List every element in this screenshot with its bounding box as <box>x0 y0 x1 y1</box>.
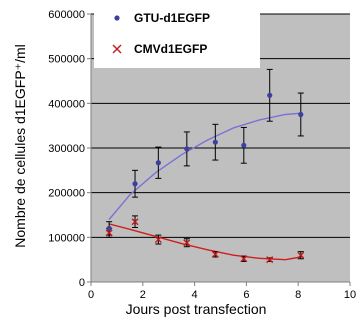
y-tick-label: 0 <box>79 277 85 289</box>
y-tick-label: 100000 <box>48 232 85 244</box>
y-axis-title: Nombre de cellules d1EGFP⁺/ml <box>12 44 28 247</box>
data-point <box>267 92 273 98</box>
data-point-stroke <box>240 255 248 263</box>
y-tick-label: 600000 <box>48 9 85 21</box>
data-point <box>297 251 305 259</box>
x-axis-title: Jours post transfection <box>126 301 267 317</box>
data-point <box>106 225 112 231</box>
data-point <box>155 160 161 166</box>
data-points <box>105 92 305 264</box>
y-tick-label: 500000 <box>48 54 85 66</box>
legend-marker-cmv <box>112 44 122 54</box>
data-point-stroke <box>131 218 139 226</box>
data-point <box>183 239 191 247</box>
legend-box <box>94 4 260 68</box>
data-point-stroke <box>266 256 274 264</box>
x-tick-label: 8 <box>295 289 301 301</box>
x-tick-label: 4 <box>192 289 198 301</box>
legend-marker-gtu <box>114 15 120 21</box>
data-point <box>184 146 190 152</box>
data-point <box>211 250 219 258</box>
x-tick-label: 0 <box>88 289 94 301</box>
data-point <box>154 236 162 244</box>
legend: GTU-d1EGFP CMVd1EGFP <box>94 4 260 68</box>
data-point <box>266 256 274 264</box>
y-tick-label: 200000 <box>48 188 85 200</box>
legend-label-cmv: CMVd1EGFP <box>134 42 207 56</box>
axes <box>87 13 351 286</box>
legend-marker-stroke <box>112 44 122 54</box>
x-tick-label: 10 <box>344 289 356 301</box>
trend-lines <box>108 112 301 261</box>
x-tick-label: 2 <box>140 289 146 301</box>
data-point-stroke <box>105 229 113 237</box>
x-tick-label: 6 <box>243 289 249 301</box>
trend-line-0 <box>108 112 301 220</box>
y-tick-label: 400000 <box>48 98 85 110</box>
data-point <box>241 142 247 148</box>
data-point <box>132 181 138 187</box>
legend-label-gtu: GTU-d1EGFP <box>134 11 210 25</box>
data-point <box>298 111 304 118</box>
trend-line-1 <box>108 223 301 261</box>
y-tick-label: 300000 <box>48 143 85 155</box>
data-point-stroke <box>154 236 162 244</box>
data-point <box>240 255 248 263</box>
data-point <box>131 218 139 226</box>
data-point-stroke <box>297 251 305 259</box>
x-tick-labels: 0 2 4 6 8 10 <box>88 289 356 301</box>
data-point <box>105 229 113 237</box>
data-point <box>212 139 218 145</box>
y-tick-labels: 0 100000 200000 300000 400000 500000 600000 <box>48 9 85 289</box>
data-point-stroke <box>211 250 219 258</box>
data-point-stroke <box>183 239 191 247</box>
